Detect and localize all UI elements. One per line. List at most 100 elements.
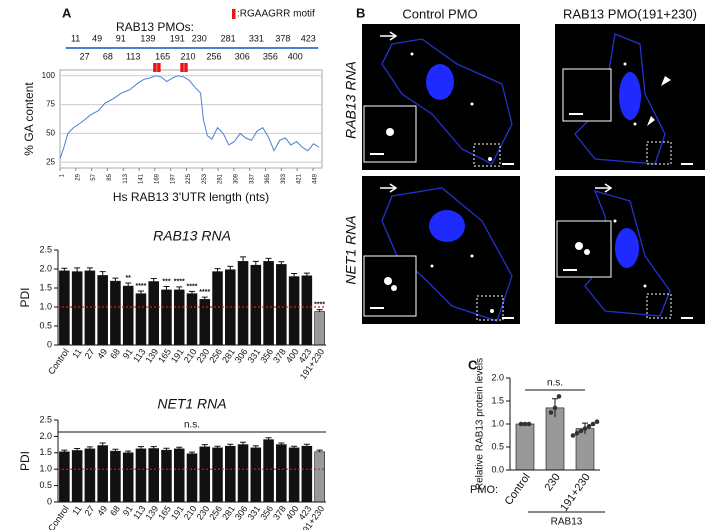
micrographs (362, 24, 705, 324)
y-tick-label: 1.5 (39, 282, 52, 292)
error-bar (303, 443, 310, 447)
bar (110, 280, 121, 346)
row-title: NET1 RNA (343, 215, 359, 284)
x-tick-label: 49 (95, 347, 109, 361)
error-bar (176, 286, 183, 290)
y-tick-label: 0 (47, 339, 52, 349)
legend-swatch (232, 9, 236, 19)
data-point (518, 421, 524, 427)
bar (135, 448, 147, 503)
bar (148, 281, 159, 346)
pmo-label: 191 (170, 33, 185, 43)
bar (263, 439, 274, 503)
error-bar (291, 445, 298, 448)
pmo-label: 27 (80, 51, 90, 61)
bar (186, 293, 198, 346)
error-bar (163, 285, 170, 290)
error-bar (291, 273, 298, 277)
x-tick-label: 29 (75, 173, 81, 180)
x-tick-label: 365 (265, 173, 271, 184)
y-tick-label: 1.5 (491, 395, 504, 405)
data-point (574, 430, 580, 436)
bar (288, 276, 300, 346)
error-bar (201, 444, 208, 447)
panel-label: B (356, 5, 365, 20)
error-bar (112, 448, 119, 452)
error-bar (99, 442, 106, 446)
data-point (594, 419, 600, 425)
x-tick-label: 91 (121, 347, 135, 361)
bar (263, 261, 274, 346)
error-bar (61, 267, 68, 271)
x-tick-label: 11 (70, 504, 84, 517)
pmo-label: 331 (249, 33, 264, 43)
bar (148, 448, 159, 503)
bar (122, 285, 134, 346)
bar (199, 446, 211, 503)
data-point (586, 424, 592, 429)
data-point (526, 421, 532, 427)
x-tick-label: 68 (108, 347, 122, 361)
bar (288, 447, 300, 503)
x-tick-label: 68 (108, 504, 122, 518)
error-bar (214, 268, 221, 272)
data-point (556, 394, 562, 399)
y-tick-label: 2.0 (491, 372, 504, 382)
x-tick-label: 49 (95, 504, 109, 518)
bar (575, 428, 595, 471)
error-bar (227, 265, 234, 270)
error-bar (74, 448, 81, 451)
error-bar (163, 447, 170, 451)
error-bar (150, 278, 157, 282)
error-bar (227, 443, 234, 447)
x-tick-label: Control (46, 504, 71, 530)
micrograph (555, 24, 705, 170)
pmo-label: 356 (263, 51, 278, 61)
bar (237, 444, 249, 503)
error-bar (265, 437, 272, 440)
data-point (570, 433, 576, 438)
ga-line (59, 75, 320, 159)
y-axis-label: % GA content (22, 82, 36, 156)
pmo-label: 281 (221, 33, 236, 43)
bar (173, 289, 185, 346)
error-bar (316, 449, 323, 452)
error-bar (150, 446, 157, 449)
error-bar (278, 442, 285, 445)
bar (84, 448, 96, 503)
x-tick-label: 169 (154, 173, 160, 184)
bar (301, 445, 313, 503)
data-point (548, 410, 554, 415)
y-axis-label: PDI (18, 287, 32, 307)
x-tick-label: 27 (83, 347, 97, 361)
column-title: Control PMO (402, 6, 477, 21)
bar (161, 289, 172, 346)
error-bar (86, 446, 93, 449)
pmo-label: 378 (275, 33, 290, 43)
error-bar (176, 446, 183, 449)
error-bar (125, 450, 132, 453)
panel-label: A (62, 5, 72, 20)
error-bar (265, 257, 272, 262)
y-tick-label: 100 (42, 71, 56, 80)
bar (84, 270, 96, 346)
pmo-label: 49 (92, 33, 102, 43)
x-tick-label: 337 (249, 173, 255, 184)
x-tick-label: 91 (121, 504, 135, 518)
error-bar (278, 261, 285, 265)
bar (186, 453, 198, 503)
x-tick-label: 1 (60, 173, 66, 177)
bar (59, 451, 70, 503)
x-tick-label: 449 (313, 173, 319, 184)
y-tick-label: 2.0 (39, 431, 52, 441)
x-tick-label: Control (503, 472, 533, 508)
bar (212, 447, 223, 503)
error-bar (61, 449, 68, 452)
data-point (552, 405, 558, 411)
pmo-label: 113 (126, 51, 140, 61)
y-tick-label: 0.5 (491, 441, 504, 451)
bar (199, 299, 211, 346)
error-bar (240, 256, 247, 262)
bar (110, 450, 121, 503)
y-tick-label: 75 (46, 100, 55, 109)
